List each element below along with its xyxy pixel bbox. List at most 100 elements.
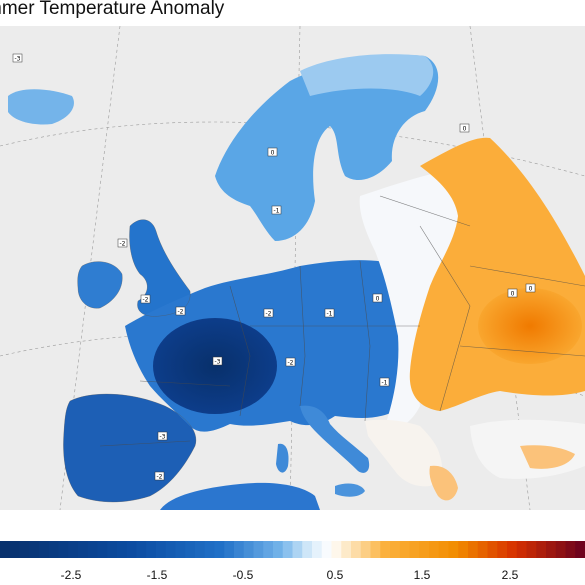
colorbar-segment bbox=[321, 541, 333, 558]
colorbar-segment bbox=[507, 541, 518, 558]
svg-text:-1: -1 bbox=[274, 208, 280, 215]
colorbar-segment bbox=[29, 541, 40, 558]
colorbar-segment bbox=[117, 541, 128, 558]
balkans bbox=[365, 419, 442, 487]
colorbar-segment bbox=[263, 541, 274, 558]
colorbar-segment bbox=[331, 541, 342, 558]
colorbar-segment bbox=[380, 541, 391, 558]
colorbar-segment bbox=[48, 541, 60, 558]
colorbar-segment bbox=[185, 541, 196, 558]
svg-text:-3: -3 bbox=[160, 434, 166, 441]
svg-text:0: 0 bbox=[463, 126, 467, 133]
colorbar-segment bbox=[204, 541, 216, 558]
turkey-warm bbox=[520, 445, 575, 469]
colorbar-segment bbox=[19, 541, 30, 558]
north-africa bbox=[160, 482, 320, 510]
colorbar-segment bbox=[419, 541, 430, 558]
svg-text:-2: -2 bbox=[178, 309, 184, 316]
colorbar-segment bbox=[516, 541, 528, 558]
coastlines bbox=[63, 219, 197, 503]
colorbar-segment bbox=[312, 541, 323, 558]
colorbar-segment bbox=[78, 541, 89, 558]
colorbar-segment bbox=[68, 541, 79, 558]
temperature-anomaly-map: -2 -3 -3 -2 -2 -1 -1 -2 -1 0 0 0 -2 -2 -… bbox=[0, 26, 585, 510]
colorbar-segment bbox=[341, 541, 352, 558]
colorbar-segment bbox=[243, 541, 255, 558]
borders bbox=[99, 195, 585, 447]
station-label: -2 bbox=[263, 308, 274, 318]
colorbar-segment bbox=[126, 541, 138, 558]
svg-text:-2: -2 bbox=[266, 311, 272, 318]
colorbar-segment bbox=[39, 541, 50, 558]
colorbar-segment bbox=[156, 541, 167, 558]
svg-text:-2: -2 bbox=[288, 360, 294, 367]
colorbar-segment bbox=[195, 541, 206, 558]
colorbar-segment bbox=[536, 541, 547, 558]
ireland bbox=[77, 261, 123, 309]
colorbar-tick-label: 1.5 bbox=[413, 568, 431, 582]
colorbar-segment bbox=[9, 541, 21, 558]
svg-text:0: 0 bbox=[529, 286, 533, 293]
colorbar-segment bbox=[526, 541, 537, 558]
iceland bbox=[8, 89, 74, 125]
eastern-transition bbox=[359, 171, 474, 428]
colorbar-segment bbox=[438, 541, 450, 558]
colorbar-segment bbox=[555, 541, 567, 558]
great-britain bbox=[129, 219, 191, 317]
colorbar-segment bbox=[58, 541, 69, 558]
colorbar-segment bbox=[448, 541, 459, 558]
colorbar-segment bbox=[273, 541, 284, 558]
colorbar-segment bbox=[351, 541, 362, 558]
colorbar-segment bbox=[87, 541, 99, 558]
colorbar-tick-label: -0.5 bbox=[232, 568, 254, 582]
colorbar-segment bbox=[146, 541, 157, 558]
station-label: -3 bbox=[12, 53, 23, 63]
svg-text:-3: -3 bbox=[15, 56, 21, 63]
colorbar-segment bbox=[165, 541, 177, 558]
sicily bbox=[335, 483, 365, 497]
italy bbox=[300, 405, 370, 473]
colorbar bbox=[0, 541, 585, 558]
colorbar-segment bbox=[477, 541, 489, 558]
svg-text:-3: -3 bbox=[215, 359, 221, 366]
svg-text:-2: -2 bbox=[143, 297, 149, 304]
colorbar-segment bbox=[0, 541, 11, 558]
colorbar-tick-label: -2.5 bbox=[60, 568, 82, 582]
colorbar-segment bbox=[468, 541, 479, 558]
colorbar-segment bbox=[282, 541, 294, 558]
colorbar-segment bbox=[497, 541, 508, 558]
station-label: -1 bbox=[271, 205, 282, 215]
colorbar-segment bbox=[409, 541, 420, 558]
station-label: -2 bbox=[285, 357, 296, 367]
france-cold-core bbox=[153, 318, 277, 414]
colorbar-segment bbox=[136, 541, 147, 558]
colorbar-segment bbox=[214, 541, 225, 558]
station-label: -3 bbox=[212, 356, 223, 366]
station-label: -3 bbox=[157, 431, 168, 441]
colorbar-segment bbox=[575, 541, 585, 558]
svg-text:0: 0 bbox=[376, 296, 380, 303]
colorbar-segment bbox=[292, 541, 303, 558]
svg-text:0: 0 bbox=[511, 291, 515, 298]
station-label: 0 bbox=[507, 288, 518, 298]
svg-text:0: 0 bbox=[271, 150, 275, 157]
colorbar-tick-label: -1.5 bbox=[146, 568, 168, 582]
colorbar-segment bbox=[390, 541, 401, 558]
colorbar-segment bbox=[360, 541, 372, 558]
colorbar-segment bbox=[302, 541, 313, 558]
colorbar-segment bbox=[97, 541, 108, 558]
colorbar-segment bbox=[224, 541, 235, 558]
svg-text:-2: -2 bbox=[157, 474, 163, 481]
map-title: mmer Temperature Anomaly bbox=[0, 0, 225, 19]
svg-text:-1: -1 bbox=[327, 311, 333, 318]
svg-text:-1: -1 bbox=[382, 380, 388, 387]
station-label: -1 bbox=[324, 308, 335, 318]
sardinia bbox=[276, 443, 289, 473]
colorbar-tick-label: 0.5 bbox=[326, 568, 344, 582]
station-label: 0 bbox=[525, 283, 536, 293]
colorbar-segment bbox=[370, 541, 381, 558]
station-label: 0 bbox=[372, 293, 383, 303]
colorbar-segment bbox=[234, 541, 245, 558]
station-label: -1 bbox=[379, 377, 390, 387]
